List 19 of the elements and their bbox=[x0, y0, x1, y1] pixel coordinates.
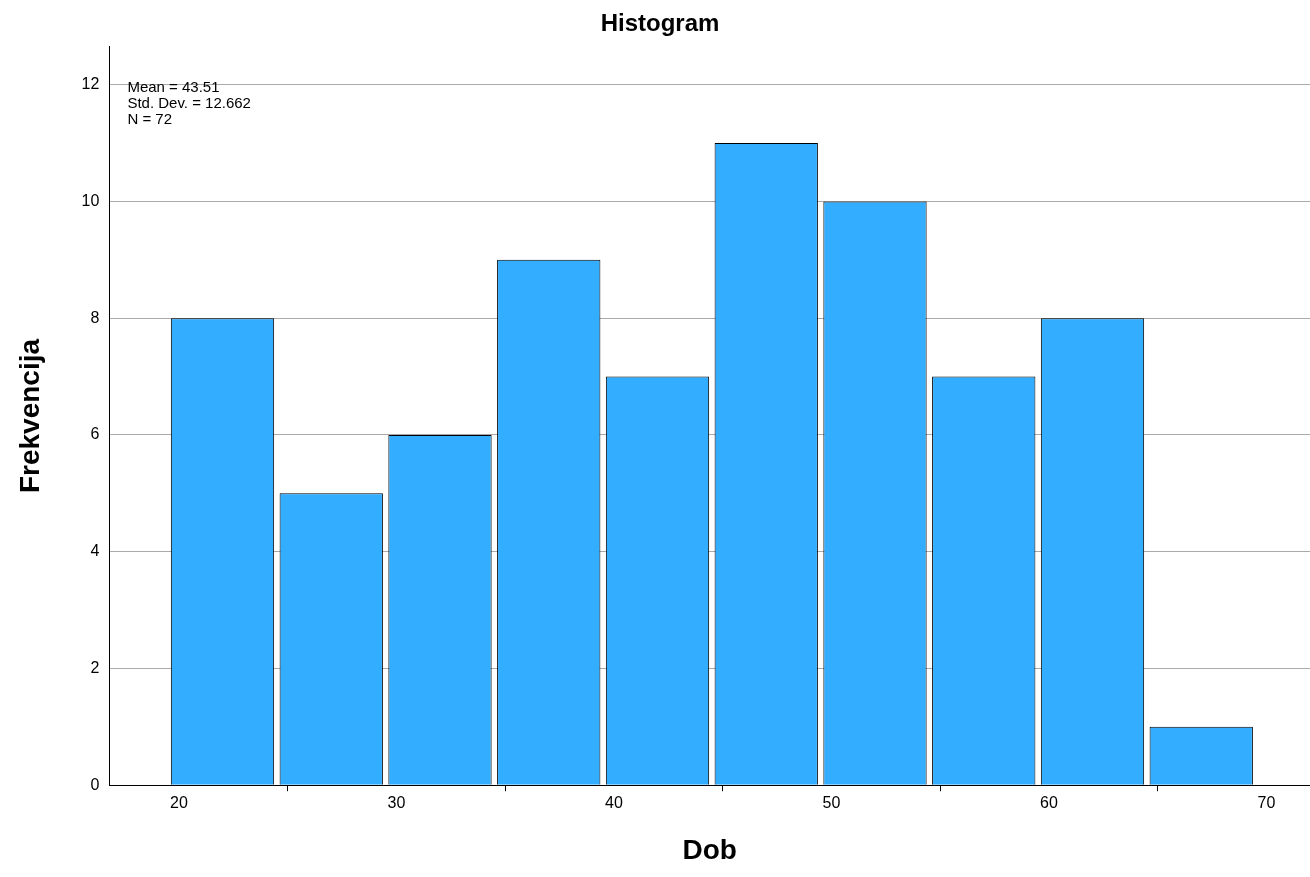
y-tick-label: 6 bbox=[90, 425, 100, 443]
x-tick-label: 20 bbox=[170, 794, 188, 812]
x-tick-label: 40 bbox=[605, 794, 623, 812]
x-tick-label: 60 bbox=[1040, 794, 1058, 812]
x-tick-label: 30 bbox=[387, 794, 406, 812]
x-axis-title: Dob bbox=[682, 833, 737, 865]
chart-title: Histogram bbox=[600, 9, 720, 37]
y-tick-label: 8 bbox=[90, 308, 100, 326]
annotation: Std. Dev. = 12.662 bbox=[127, 93, 251, 111]
y-tick-label: 0 bbox=[90, 775, 100, 793]
y-tick-label: 2 bbox=[90, 658, 100, 676]
y-tick-label: 10 bbox=[81, 191, 100, 209]
y-tick-label: 4 bbox=[90, 542, 100, 560]
annotation: Mean = 43.51 bbox=[127, 77, 220, 95]
x-tick-label: 50 bbox=[822, 794, 841, 812]
y-axis-title: Frekvencija bbox=[13, 338, 45, 494]
annotation: N = 72 bbox=[127, 109, 173, 127]
y-tick-label: 12 bbox=[81, 75, 100, 93]
x-tick-label: 70 bbox=[1257, 794, 1276, 812]
